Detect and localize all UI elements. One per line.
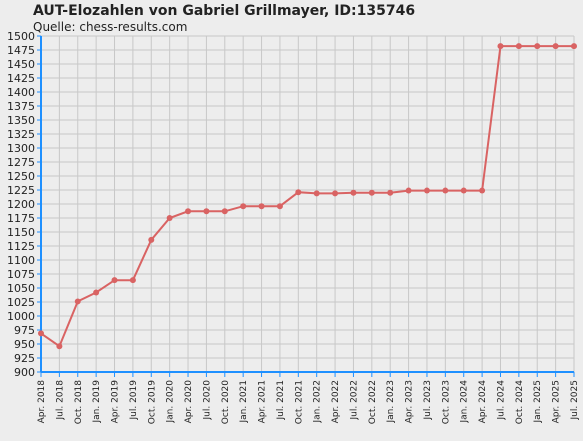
data-point — [74, 298, 81, 305]
x-tick-label: Jan. 2024 — [460, 380, 470, 424]
chart-subtitle: Quelle: chess-results.com — [33, 20, 188, 34]
x-tick-label: Jan. 2022 — [313, 380, 323, 424]
x-tick-label: Oct. 2019 — [147, 380, 157, 424]
data-point — [332, 190, 339, 197]
y-tick-label: 1350 — [7, 114, 35, 127]
x-tick-label: Apr. 2025 — [552, 380, 562, 423]
x-tick-label: Oct. 2022 — [368, 380, 378, 424]
data-point — [258, 203, 265, 210]
y-tick-label: 1150 — [7, 226, 35, 239]
y-tick-label: 1225 — [7, 184, 35, 197]
x-tick-label: Jan. 2020 — [166, 380, 176, 424]
x-tick-label: Apr. 2023 — [405, 380, 415, 423]
y-tick-label: 1000 — [7, 310, 35, 323]
data-point — [552, 43, 559, 50]
x-tick-label: Apr. 2021 — [258, 380, 268, 423]
data-point — [479, 187, 486, 194]
y-tick-label: 1275 — [7, 156, 35, 169]
y-tick-label: 1050 — [7, 282, 35, 295]
data-point — [38, 330, 44, 337]
data-point — [423, 187, 430, 194]
data-point — [368, 189, 375, 196]
data-point — [460, 187, 467, 194]
data-point — [185, 208, 192, 215]
y-tick-label: 1500 — [7, 30, 35, 43]
x-tick-label: Apr. 2020 — [184, 380, 194, 424]
data-point — [203, 208, 210, 215]
data-point — [534, 43, 541, 50]
data-point — [313, 190, 320, 197]
data-point — [148, 236, 155, 243]
x-tick-label: Jan. 2019 — [92, 380, 102, 424]
data-point — [350, 189, 357, 196]
x-tick-label: Apr. 2019 — [111, 380, 121, 424]
x-tick-label: Jul. 2019 — [129, 380, 139, 421]
y-tick-label: 1400 — [7, 86, 35, 99]
x-tick-label: Jan. 2021 — [239, 380, 249, 424]
y-tick-label: 900 — [14, 366, 35, 379]
x-tick-label: Jul. 2024 — [496, 380, 506, 421]
data-point — [221, 208, 228, 215]
y-tick-label: 1125 — [7, 240, 35, 253]
data-point — [56, 343, 63, 350]
y-tick-label: 975 — [14, 324, 35, 337]
y-tick-label: 1300 — [7, 142, 35, 155]
y-tick-label: 925 — [14, 352, 35, 365]
x-tick-label: Oct. 2020 — [221, 380, 231, 424]
x-tick-label: Jul. 2020 — [202, 380, 212, 421]
data-point — [129, 277, 136, 284]
y-tick-label: 1100 — [7, 254, 35, 267]
x-tick-label: Oct. 2023 — [441, 380, 451, 424]
y-tick-label: 1250 — [7, 170, 35, 183]
data-point — [166, 215, 173, 221]
data-point — [387, 189, 394, 196]
y-tick-label: 1200 — [7, 198, 35, 211]
y-tick-label: 1325 — [7, 128, 35, 141]
data-point — [571, 43, 577, 50]
y-tick-label: 1425 — [7, 72, 35, 85]
x-tick-label: Apr. 2018 — [37, 380, 47, 424]
data-point — [295, 189, 302, 196]
data-point — [111, 277, 118, 284]
data-point — [497, 43, 504, 50]
y-tick-label: 1375 — [7, 100, 35, 113]
x-tick-label: Jan. 2023 — [386, 380, 396, 424]
x-tick-label: Apr. 2024 — [478, 380, 488, 424]
data-point — [405, 187, 412, 194]
x-tick-label: Jan. 2025 — [533, 380, 543, 424]
data-point — [276, 203, 283, 210]
data-point — [240, 203, 247, 210]
y-tick-label: 1075 — [7, 268, 35, 281]
x-tick-label: Jul. 2018 — [55, 380, 65, 421]
x-tick-label: Apr. 2022 — [331, 380, 341, 423]
x-tick-label: Jul. 2021 — [276, 380, 286, 421]
data-point — [515, 43, 522, 50]
x-tick-label: Oct. 2021 — [294, 380, 304, 424]
y-tick-label: 1025 — [7, 296, 35, 309]
x-tick-label: Oct. 2018 — [74, 380, 84, 424]
data-point — [93, 289, 100, 296]
y-tick-label: 1175 — [7, 212, 35, 225]
y-tick-label: 1475 — [7, 44, 35, 57]
data-point — [442, 187, 449, 194]
x-tick-label: Jul. 2022 — [349, 380, 359, 421]
x-tick-label: Oct. 2024 — [515, 380, 525, 424]
series-line — [40, 45, 574, 348]
x-tick-label: Jul. 2023 — [423, 380, 433, 421]
chart-title: AUT-Elozahlen von Gabriel Grillmayer, ID… — [33, 3, 416, 19]
y-tick-label: 950 — [14, 338, 35, 351]
x-tick-label: Jul. 2025 — [570, 380, 580, 421]
y-tick-label: 1450 — [7, 58, 35, 71]
